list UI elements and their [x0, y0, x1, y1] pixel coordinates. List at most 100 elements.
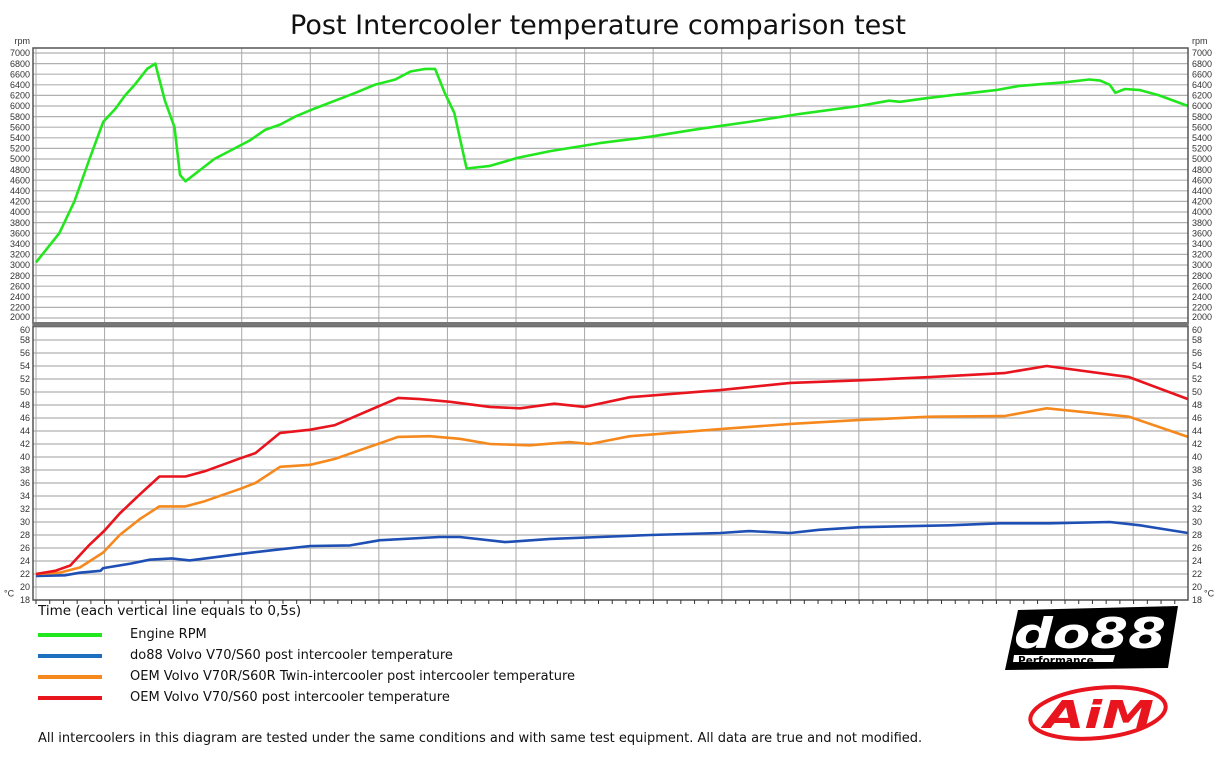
y-tick-label-left: 48 — [20, 400, 30, 410]
y-unit-label-left: rpm — [15, 36, 31, 46]
y-tick-label-right: 2200 — [1192, 303, 1212, 313]
legend-item-do88: do88 Volvo V70/S60 post intercooler temp… — [38, 645, 575, 666]
series-line — [35, 520, 1189, 578]
y-tick-label-right: 4000 — [1192, 207, 1212, 217]
y-tick-label-left: 2000 — [10, 312, 30, 322]
logos: do88 Performance AiM — [1005, 606, 1178, 741]
y-tick-label-right: 6000 — [1192, 101, 1212, 111]
y-tick-label-left: 18 — [20, 595, 30, 605]
y-tick-label-right: 3600 — [1192, 228, 1212, 238]
panel-separator — [33, 322, 1188, 326]
y-tick-label-left: 2600 — [10, 281, 30, 291]
y-tick-label-left: 34 — [20, 491, 30, 501]
footnote: All intercoolers in this diagram are tes… — [38, 731, 923, 746]
legend-item-oem: OEM Volvo V70/S60 post intercooler tempe… — [38, 687, 575, 708]
y-tick-label-right: 3800 — [1192, 218, 1212, 228]
y-tick-label-right: 6800 — [1192, 59, 1212, 69]
y-tick-label-left: 22 — [20, 569, 30, 579]
y-tick-label-right: 6200 — [1192, 91, 1212, 101]
y-tick-label-right: 38 — [1192, 465, 1202, 475]
plot-border — [32, 47, 1189, 325]
y-tick-label-right: 5600 — [1192, 122, 1212, 132]
y-tick-label-right: 6600 — [1192, 69, 1212, 79]
y-tick-label-left: 46 — [20, 413, 30, 423]
chart-title: Post Intercooler temperature comparison … — [290, 10, 906, 41]
y-tick-label-left: 5000 — [10, 154, 30, 164]
y-tick-label-right: 50 — [1192, 387, 1202, 397]
plot-frame — [32, 47, 1189, 604]
y-tick-label-right: 40 — [1192, 452, 1202, 462]
y-tick-label-right: 5200 — [1192, 144, 1212, 154]
y-tick-label-left: 38 — [20, 465, 30, 475]
svg-text:AiM: AiM — [1040, 693, 1154, 737]
y-tick-label-left: 54 — [20, 361, 30, 371]
y-tick-label-right: 22 — [1192, 569, 1202, 579]
y-tick-label-left: 4600 — [10, 175, 30, 185]
y-tick-label-right: 7000 — [1192, 48, 1212, 58]
y-tick-label-left: 3800 — [10, 218, 30, 228]
y-tick-label-right: 3400 — [1192, 239, 1212, 249]
y-tick-label-right: 46 — [1192, 413, 1202, 423]
y-unit-label-right: °C — [1204, 589, 1214, 599]
y-tick-label-left: 2800 — [10, 271, 30, 281]
y-tick-label-right: 5400 — [1192, 133, 1212, 143]
y-tick-label-right: 44 — [1192, 426, 1202, 436]
y-tick-label-right: 18 — [1192, 595, 1202, 605]
legend-label: OEM Volvo V70R/S60R Twin-intercooler pos… — [130, 669, 576, 684]
y-tick-label-right: 4600 — [1192, 175, 1212, 185]
series-line — [35, 364, 1189, 576]
y-tick-label-left: 7000 — [10, 48, 30, 58]
legend: Engine RPM do88 Volvo V70/S60 post inter… — [38, 624, 575, 708]
y-tick-label-left: 6400 — [10, 80, 30, 90]
y-tick-label-left: 2200 — [10, 303, 30, 313]
legend-swatch — [38, 653, 102, 658]
y-tick-label-right: 2000 — [1192, 312, 1212, 322]
y-unit-label-left: °C — [4, 589, 15, 599]
y-tick-label-left: 26 — [20, 543, 30, 553]
y-tick-label-right: 32 — [1192, 504, 1202, 514]
legend-item-oem-twin: OEM Volvo V70R/S60R Twin-intercooler pos… — [38, 666, 575, 687]
y-tick-label-right: 5000 — [1192, 154, 1212, 164]
x-axis-label: Time (each vertical line equals to 0,5s) — [38, 603, 302, 619]
legend-swatch — [38, 674, 102, 679]
y-tick-label-right: 6400 — [1192, 80, 1212, 90]
do88-logo: do88 Performance — [1005, 606, 1178, 670]
y-tick-label-left: 42 — [20, 439, 30, 449]
y-tick-label-left: 3600 — [10, 228, 30, 238]
y-tick-label-left: 24 — [20, 556, 30, 566]
y-tick-label-left: 4800 — [10, 165, 30, 175]
y-tick-label-left: 4400 — [10, 186, 30, 196]
legend-swatch — [38, 695, 102, 700]
y-tick-label-left: 4000 — [10, 207, 30, 217]
y-tick-label-right: 2600 — [1192, 281, 1212, 291]
series-lines — [34, 62, 1189, 578]
y-tick-label-right: 3000 — [1192, 260, 1212, 270]
y-tick-label-left: 50 — [20, 387, 30, 397]
y-tick-label-left: 58 — [20, 335, 30, 345]
y-tick-label-left: 2400 — [10, 292, 30, 302]
y-tick-label-left: 28 — [20, 530, 30, 540]
y-tick-label-right: 2800 — [1192, 271, 1212, 281]
y-tick-label-left: 6800 — [10, 59, 30, 69]
y-tick-label-left: 5400 — [10, 133, 30, 143]
series-line — [35, 407, 1189, 576]
y-tick-label-left: 30 — [20, 517, 30, 527]
y-tick-label-left: 20 — [20, 582, 30, 592]
legend-label: do88 Volvo V70/S60 post intercooler temp… — [130, 648, 453, 663]
y-tick-label-right: 26 — [1192, 543, 1202, 553]
y-tick-label-right: 58 — [1192, 335, 1202, 345]
y-tick-label-right: 36 — [1192, 478, 1202, 488]
y-tick-label-right: 2400 — [1192, 292, 1212, 302]
y-tick-label-left: 32 — [20, 504, 30, 514]
y-tick-label-left: 5800 — [10, 112, 30, 122]
legend-label: OEM Volvo V70/S60 post intercooler tempe… — [130, 690, 450, 705]
y-unit-label-right: rpm — [1192, 36, 1208, 46]
y-tick-label-left: 52 — [20, 374, 30, 384]
y-tick-label-left: 60 — [20, 325, 30, 335]
aim-logo: AiM — [1028, 685, 1168, 741]
series-line — [34, 62, 1189, 264]
legend-swatch — [38, 632, 102, 637]
y-tick-label-left: 3400 — [10, 239, 30, 249]
y-tick-label-left: 6000 — [10, 101, 30, 111]
